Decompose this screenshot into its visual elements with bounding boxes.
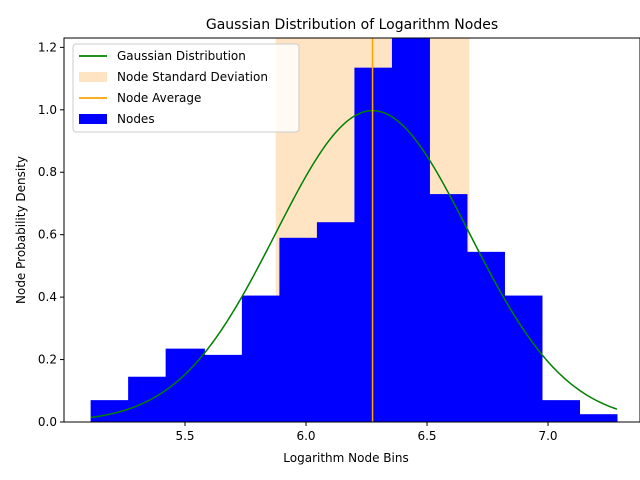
y-axis-label: Node Probability Density	[14, 156, 28, 304]
histogram-bar	[241, 295, 280, 422]
y-tick-label: 0.0	[38, 415, 57, 429]
gaussian-curve	[90, 109, 618, 419]
histogram-bar	[579, 414, 618, 422]
histogram-bar	[504, 295, 543, 422]
y-tick-label: 0.4	[38, 290, 57, 304]
x-tick-label: 6.5	[417, 429, 436, 443]
y-tick-label: 1.2	[38, 40, 57, 54]
histogram-bar	[204, 354, 243, 422]
histogram-bar	[316, 222, 355, 422]
legend-patch-swatch	[79, 114, 107, 124]
legend-label: Gaussian Distribution	[117, 49, 246, 63]
histogram-bar	[466, 251, 505, 422]
legend-label: Node Standard Deviation	[117, 70, 268, 84]
y-tick-label: 0.8	[38, 165, 57, 179]
histogram-bar	[354, 67, 393, 422]
x-axis-label: Logarithm Node Bins	[283, 451, 408, 465]
y-tick-label: 0.6	[38, 228, 57, 242]
x-tick-label: 6.0	[296, 429, 315, 443]
legend-label: Node Average	[117, 91, 201, 105]
histogram-bar	[429, 194, 468, 422]
chart-title: Gaussian Distribution of Logarithm Nodes	[206, 17, 498, 33]
y-tick-label: 0.2	[38, 353, 57, 367]
x-tick-label: 5.5	[175, 429, 194, 443]
histogram-bar	[541, 400, 580, 422]
histogram-bar	[391, 38, 430, 422]
histogram-bar	[279, 237, 318, 422]
legend: Gaussian Distribution Node Standard Devia…	[72, 43, 300, 133]
x-tick-label: 7.0	[538, 429, 557, 443]
legend-box	[72, 43, 300, 133]
legend-label: Nodes	[117, 112, 155, 126]
legend-patch-swatch	[79, 72, 107, 82]
y-tick-label: 1.0	[38, 103, 57, 117]
histogram-bar	[128, 376, 167, 422]
plot-frame	[63, 37, 640, 423]
